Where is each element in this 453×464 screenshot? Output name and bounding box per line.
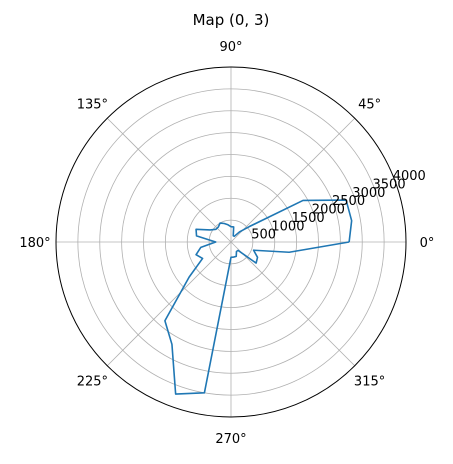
theta-tick-label-1: 45° bbox=[358, 97, 381, 112]
theta-tick-label-2: 90° bbox=[219, 40, 242, 55]
theta-tick-label-5: 225° bbox=[77, 375, 108, 390]
chart-title: Map (0, 3) bbox=[193, 11, 270, 29]
theta-tick-label-7: 315° bbox=[354, 375, 385, 390]
r-tick-label-1: 1000 bbox=[271, 219, 304, 234]
r-tick-label-3: 2000 bbox=[312, 203, 345, 218]
theta-gridline-3 bbox=[106, 117, 232, 243]
theta-gridline-5 bbox=[106, 241, 232, 367]
series-layer bbox=[164, 199, 353, 395]
r-tick-label-5: 3000 bbox=[352, 186, 385, 201]
theta-gridline-7 bbox=[230, 241, 356, 367]
r-tick-label-7: 4000 bbox=[393, 169, 426, 184]
theta-tick-label-4: 180° bbox=[19, 236, 50, 251]
r-tick-label-0: 500 bbox=[251, 228, 276, 243]
polar-outline bbox=[55, 66, 407, 418]
theta-gridline-1 bbox=[230, 117, 356, 243]
theta-tick-label-0: 0° bbox=[420, 236, 435, 251]
series-line-0 bbox=[164, 199, 353, 395]
polar-frame bbox=[55, 66, 407, 418]
tick-labels: 0°45°90°135°180°225°270°315°500100015002… bbox=[19, 40, 434, 447]
r-tick-label-2: 1500 bbox=[292, 211, 325, 226]
r-tick-label-4: 2500 bbox=[332, 194, 365, 209]
polar-grid bbox=[56, 67, 406, 417]
theta-tick-label-3: 135° bbox=[77, 97, 108, 112]
theta-tick-label-6: 270° bbox=[215, 432, 246, 447]
r-tick-label-6: 3500 bbox=[373, 177, 406, 192]
